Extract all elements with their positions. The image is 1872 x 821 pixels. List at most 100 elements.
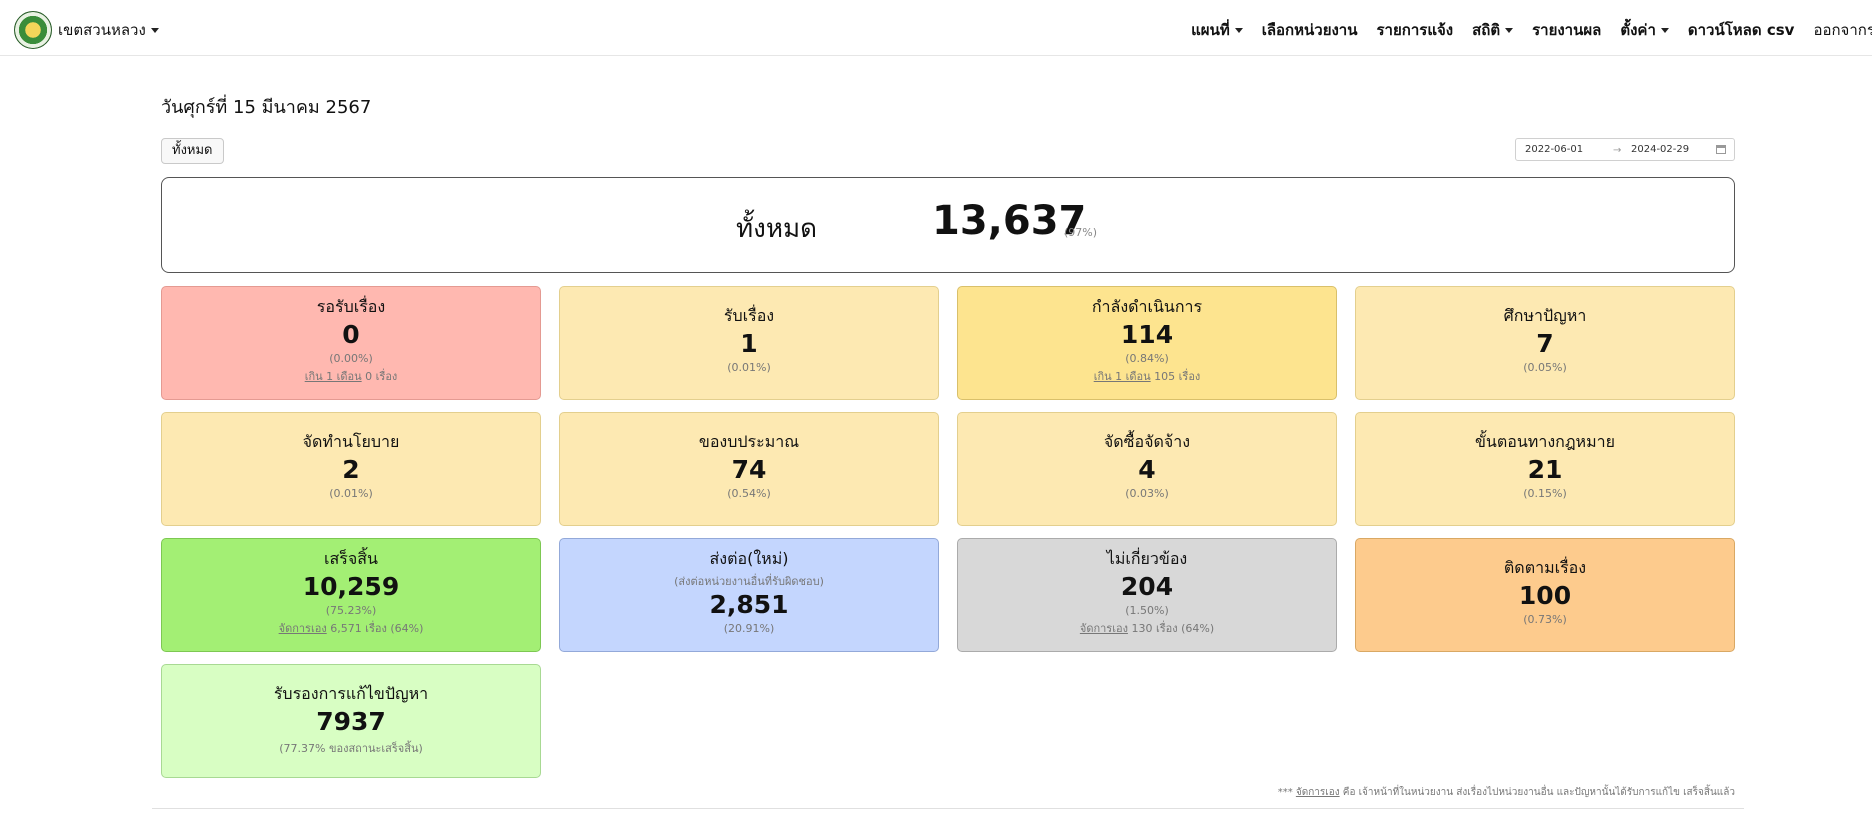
chevron-down-icon [150, 27, 159, 33]
card-percent: (0.00%) [329, 352, 373, 365]
overdue-link[interactable]: เกิน 1 เดือน [304, 370, 362, 383]
nav-map-label: แผนที่ [1191, 21, 1230, 39]
card-subtitle: (ส่งต่อหน่วยงานอื่นที่รับผิดชอบ) [674, 575, 824, 588]
status-card-resolution-certified[interactable]: รับรองการแก้ไขปัญหา 7937 (77.37% ของสถาน… [161, 664, 541, 778]
card-percent: (75.23%) [325, 604, 377, 617]
footnote-self-handled-link[interactable]: จัดการเอง [1295, 787, 1340, 798]
nav-settings-label: ตั้งค่า [1620, 21, 1656, 39]
card-note: จัดการเอง 130 เรื่อง (64%) [958, 619, 1336, 637]
nav-results[interactable]: รายงานผล [1532, 18, 1601, 42]
all-filter-button[interactable]: ทั้งหมด [161, 138, 224, 164]
range-arrow-icon: → [1613, 145, 1622, 156]
bottom-divider [152, 808, 1744, 809]
card-title: ติดตามเรื่อง [1503, 558, 1587, 577]
total-value: 13,637 [932, 198, 1087, 244]
range-end-date[interactable]: 2024-02-29 [1631, 144, 1690, 155]
card-percent: (0.73%) [1523, 613, 1567, 626]
nav-statistics-label: สถิติ [1472, 21, 1501, 39]
status-card-in-progress[interactable]: กำลังดำเนินการ 114 (0.84%) เกิน 1 เดือน … [957, 286, 1337, 400]
page-date-title: วันศุกร์ที่ 15 มีนาคม 2567 [161, 97, 372, 118]
chevron-down-icon [1505, 27, 1514, 33]
status-card-studying[interactable]: ศึกษาปัญหา 7 (0.05%) [1355, 286, 1735, 400]
card-percent: (0.15%) [1523, 487, 1567, 500]
total-percent: (97%) [1064, 226, 1098, 239]
nav-reports-list-label: รายการแจ้ง [1376, 21, 1454, 39]
card-note: เกิน 1 เดือน 105 เรื่อง [958, 367, 1336, 385]
brand-dropdown[interactable]: เขตสวนหลวง [14, 11, 159, 49]
nav-download-csv[interactable]: ดาวน์โหลด csv [1688, 18, 1795, 42]
card-note: เกิน 1 เดือน 0 เรื่อง [162, 367, 540, 385]
nav-download-csv-label: ดาวน์โหลด csv [1687, 21, 1795, 39]
card-title: กำลังดำเนินการ [1091, 297, 1203, 316]
card-value: 74 [731, 455, 767, 484]
card-title: รับเรื่อง [723, 306, 775, 325]
card-percent: (0.01%) [329, 487, 373, 500]
nav-select-unit-label: เลือกหน่วยงาน [1261, 21, 1358, 39]
status-card-legal[interactable]: ขั้นตอนทางกฎหมาย 21 (0.15%) [1355, 412, 1735, 526]
status-card-procurement[interactable]: จัดซื้อจัดจ้าง 4 (0.03%) [957, 412, 1337, 526]
card-value: 10,259 [302, 572, 400, 601]
card-value: 0 [342, 320, 360, 349]
chevron-down-icon [1234, 27, 1243, 33]
card-percent: (0.54%) [727, 487, 771, 500]
overdue-link[interactable]: เกิน 1 เดือน [1093, 370, 1151, 383]
footnote: *** จัดการเอง คือ เจ้าหน้าที่ในหน่วยงาน … [1278, 785, 1735, 800]
nav-logout[interactable]: ออกจากระบบ [1813, 18, 1872, 42]
card-title: ไม่เกี่ยวข้อง [1106, 549, 1188, 568]
range-start-date[interactable]: 2022-06-01 [1525, 144, 1584, 155]
card-value: 204 [1120, 572, 1174, 601]
card-note-text: 0 เรื่อง [361, 370, 398, 383]
brand-name: เขตสวนหลวง [58, 21, 146, 39]
total-label: ทั้งหมด [736, 214, 817, 244]
card-percent: (1.50%) [1125, 604, 1169, 617]
card-title: รับรองการแก้ไขปัญหา [273, 684, 429, 703]
card-note-text: 6,571 เรื่อง (64%) [326, 622, 424, 635]
main-nav: แผนที่ เลือกหน่วยงาน รายการแจ้ง สถิติ รา… [1172, 18, 1872, 42]
card-percent: (0.05%) [1523, 361, 1567, 374]
card-value: 1 [740, 329, 758, 358]
card-title: รอรับเรื่อง [316, 297, 386, 316]
chevron-down-icon [1660, 27, 1669, 33]
card-value: 21 [1527, 455, 1563, 484]
total-summary-card: ทั้งหมด 13,637 (97%) [161, 177, 1735, 273]
nav-reports-list[interactable]: รายการแจ้ง [1376, 18, 1453, 42]
card-value: 7 [1536, 329, 1554, 358]
nav-results-label: รายงานผล [1532, 21, 1602, 39]
card-value: 100 [1518, 581, 1572, 610]
card-note: จัดการเอง 6,571 เรื่อง (64%) [162, 619, 540, 637]
card-percent: (0.03%) [1125, 487, 1169, 500]
nav-select-unit[interactable]: เลือกหน่วยงาน [1262, 18, 1358, 42]
status-card-budget[interactable]: ของบประมาณ 74 (0.54%) [559, 412, 939, 526]
card-title: จัดซื้อจัดจ้าง [1103, 432, 1191, 451]
card-percent: (20.91%) [723, 622, 775, 635]
status-card-received[interactable]: รับเรื่อง 1 (0.01%) [559, 286, 939, 400]
card-title: เสร็จสิ้น [324, 549, 378, 568]
card-percent: (0.01%) [727, 361, 771, 374]
status-card-completed[interactable]: เสร็จสิ้น 10,259 (75.23%) จัดการเอง 6,57… [161, 538, 541, 652]
self-handled-link[interactable]: จัดการเอง [278, 622, 327, 635]
status-card-forwarded[interactable]: ส่งต่อ(ใหม่) (ส่งต่อหน่วยงานอื่นที่รับผิ… [559, 538, 939, 652]
nav-settings[interactable]: ตั้งค่า [1620, 18, 1669, 42]
calendar-icon[interactable] [1716, 145, 1726, 154]
card-value: 4 [1138, 455, 1156, 484]
status-card-policy[interactable]: จัดทำนโยบาย 2 (0.01%) [161, 412, 541, 526]
status-card-pending[interactable]: รอรับเรื่อง 0 (0.00%) เกิน 1 เดือน 0 เรื… [161, 286, 541, 400]
nav-logout-label: ออกจากระบบ [1813, 21, 1872, 39]
date-range-picker[interactable]: 2022-06-01 → 2024-02-29 [1515, 138, 1735, 161]
district-logo-icon [14, 11, 52, 49]
card-percent: (77.37% ของสถานะเสร็จสิ้น) [279, 742, 423, 755]
top-navbar: เขตสวนหลวง แผนที่ เลือกหน่วยงาน รายการแจ… [0, 0, 1872, 56]
nav-map[interactable]: แผนที่ [1191, 18, 1243, 42]
status-card-follow-up[interactable]: ติดตามเรื่อง 100 (0.73%) [1355, 538, 1735, 652]
status-card-irrelevant[interactable]: ไม่เกี่ยวข้อง 204 (1.50%) จัดการเอง 130 … [957, 538, 1337, 652]
nav-statistics[interactable]: สถิติ [1472, 18, 1514, 42]
card-value: 114 [1120, 320, 1174, 349]
card-value: 7937 [316, 707, 386, 736]
footnote-text: คือ เจ้าหน้าที่ในหน่วยงาน ส่งเรื่องไปหน่… [1339, 787, 1735, 798]
footnote-prefix: *** [1277, 787, 1296, 798]
card-note-text: 130 เรื่อง (64%) [1127, 622, 1215, 635]
card-title: ขั้นตอนทางกฎหมาย [1474, 432, 1616, 451]
self-handled-link[interactable]: จัดการเอง [1079, 622, 1128, 635]
card-title: ศึกษาปัญหา [1503, 306, 1587, 325]
card-value: 2,851 [709, 590, 789, 619]
